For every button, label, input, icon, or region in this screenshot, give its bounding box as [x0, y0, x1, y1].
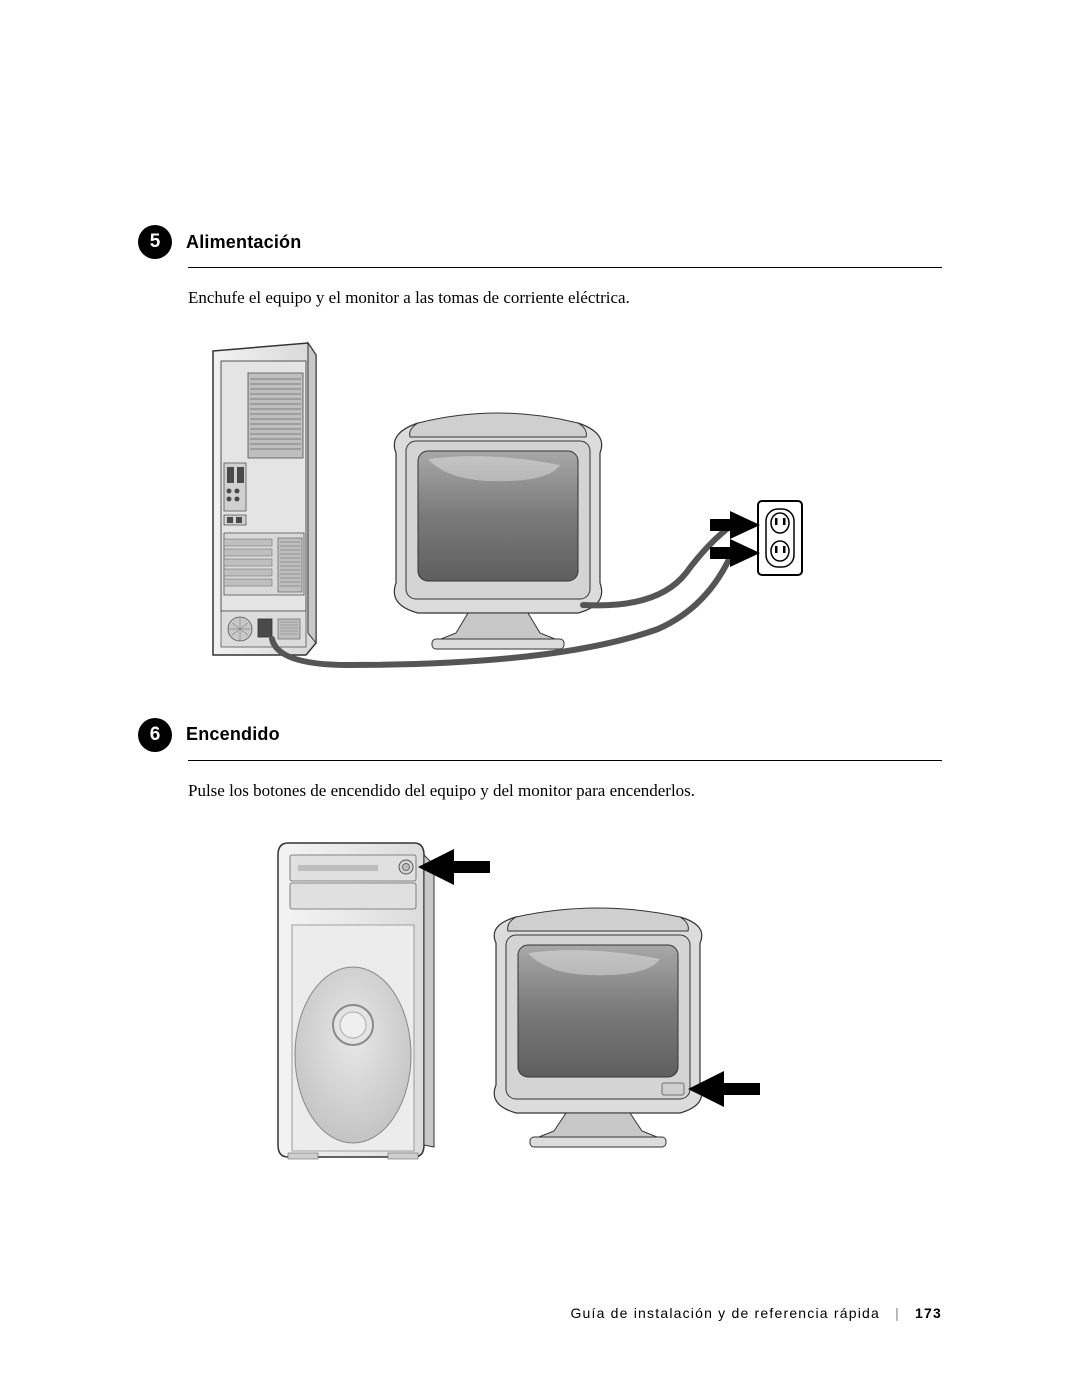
- step-6-header: 6 Encendido: [138, 718, 942, 752]
- power-connection-diagram: [188, 333, 808, 673]
- step-6-badge: 6: [138, 718, 172, 752]
- step-6-rule: [188, 760, 942, 761]
- step-6-number: 6: [150, 724, 161, 746]
- crt-monitor-icon: [394, 413, 601, 649]
- computer-tower-back-icon: [213, 343, 316, 655]
- step-6-illustration: [258, 825, 942, 1170]
- step-5-rule: [188, 267, 942, 268]
- document-page: 5 Alimentación Enchufe el equipo y el mo…: [0, 0, 1080, 1397]
- footer-separator: |: [895, 1305, 900, 1321]
- step-5-illustration: [188, 333, 942, 678]
- crt-monitor-front-icon: [494, 908, 702, 1147]
- wall-outlet-icon: [758, 501, 802, 575]
- step-5-title: Alimentación: [186, 232, 301, 253]
- step-5-text: Enchufe el equipo y el monitor a las tom…: [188, 286, 942, 311]
- footer-page-number: 173: [915, 1305, 942, 1321]
- step-6-title: Encendido: [186, 724, 280, 745]
- step-6-text: Pulse los botones de encendido del equip…: [188, 779, 942, 804]
- footer-guide-label: Guía de instalación y de referencia rápi…: [570, 1305, 880, 1321]
- step-5-number: 5: [150, 231, 161, 253]
- step-5-badge: 5: [138, 225, 172, 259]
- step-5-header: 5 Alimentación: [138, 225, 942, 259]
- power-on-diagram: [258, 825, 778, 1165]
- page-footer: Guía de instalación y de referencia rápi…: [570, 1305, 942, 1321]
- computer-tower-front-icon: [278, 843, 434, 1159]
